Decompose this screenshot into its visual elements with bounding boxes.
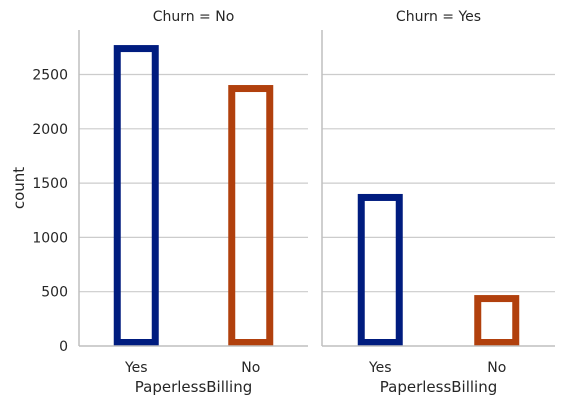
y-axis-label: count xyxy=(10,167,28,209)
facet-churn-yes: Yes No Churn = Yes PaperlessBilling xyxy=(321,9,555,396)
facet-title: Churn = Yes xyxy=(396,9,481,25)
x-tick-label: Yes xyxy=(368,360,392,376)
x-tick-label: No xyxy=(487,360,506,376)
y-tick-label: 500 xyxy=(41,285,68,301)
bar-no xyxy=(474,295,520,346)
facet-churn-no: 0 500 1000 1500 2000 2500 Yes No Churn = No Paper… xyxy=(10,9,308,396)
x-tick-label: Yes xyxy=(124,360,148,376)
bar-yes xyxy=(357,193,403,346)
y-tick-label: 2500 xyxy=(32,68,68,84)
x-tick-label: No xyxy=(241,360,260,376)
y-tick-label: 1500 xyxy=(32,176,68,192)
facet-title: Churn = No xyxy=(153,9,235,25)
y-tick-label: 1000 xyxy=(32,230,68,246)
bar-no xyxy=(228,85,274,347)
bar-yes xyxy=(113,45,159,347)
y-tick-label: 0 xyxy=(59,339,68,355)
x-axis-label: PaperlessBilling xyxy=(135,378,253,396)
y-tick-label: 2000 xyxy=(32,122,68,138)
x-axis-label: PaperlessBilling xyxy=(380,378,498,396)
